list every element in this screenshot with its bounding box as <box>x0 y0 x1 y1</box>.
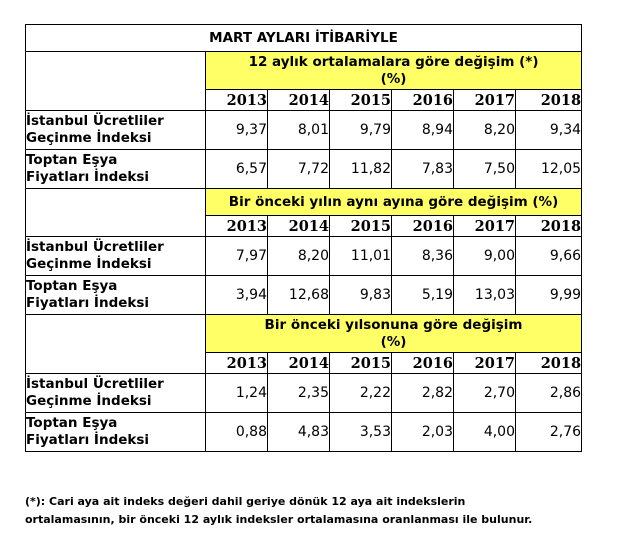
table-cell: 2,35 <box>267 373 330 413</box>
table-cell: 9,37 <box>205 110 268 150</box>
table-row: İstanbul Ücretliler Geçinme İndeksi 1,24… <box>25 373 583 413</box>
table-cell: 9,00 <box>453 236 516 276</box>
year-header: 2014 <box>267 89 330 111</box>
table-row: Toptan Eşya Fiyatları İndeksi 3,94 12,68… <box>25 275 583 315</box>
row-label: İstanbul Ücretliler Geçinme İndeksi <box>25 373 206 413</box>
year-header: 2013 <box>205 215 268 237</box>
table-cell: 4,83 <box>267 412 330 452</box>
table-cell: 8,94 <box>391 110 454 150</box>
index-table: MART AYLARI İTİBARİYLE 12 aylık ortalama… <box>24 24 583 452</box>
table-row: İstanbul Ücretliler Geçinme İndeksi 9,37… <box>25 110 583 150</box>
row-label-line2: Fiyatları İndeksi <box>26 169 150 185</box>
year-header: 2018 <box>514 352 583 374</box>
table-cell: 2,03 <box>391 412 454 452</box>
row-label-line1: Toptan Eşya <box>26 415 118 431</box>
table-cell: 2,76 <box>514 412 583 452</box>
row-label-line1: İstanbul Ücretliler <box>26 113 164 129</box>
section-3-blank-cell <box>25 314 206 374</box>
table-cell: 11,82 <box>329 149 392 189</box>
year-header: 2014 <box>267 215 330 237</box>
row-label-line1: Toptan Eşya <box>26 152 118 168</box>
table-row: Toptan Eşya Fiyatları İndeksi 0,88 4,83 … <box>25 412 583 452</box>
row-label-line2: Fiyatları İndeksi <box>26 432 150 448</box>
table-cell: 9,99 <box>514 275 583 315</box>
year-header: 2016 <box>391 89 454 111</box>
table-cell: 12,68 <box>267 275 330 315</box>
table-cell: 7,97 <box>205 236 268 276</box>
year-header: 2016 <box>391 215 454 237</box>
table-cell: 9,66 <box>514 236 583 276</box>
section-1-header-line2: (%) <box>380 70 407 87</box>
year-header: 2017 <box>453 215 516 237</box>
table-cell: 9,83 <box>329 275 392 315</box>
row-label-line2: Geçinme İndeksi <box>26 130 152 146</box>
row-label-line2: Geçinme İndeksi <box>26 393 152 409</box>
table-cell: 7,72 <box>267 149 330 189</box>
table-cell: 5,19 <box>391 275 454 315</box>
year-header: 2018 <box>514 89 583 111</box>
table-cell: 2,86 <box>514 373 583 413</box>
table-row: İstanbul Ücretliler Geçinme İndeksi 7,97… <box>25 236 583 276</box>
table-cell: 1,24 <box>205 373 268 413</box>
table-cell: 7,83 <box>391 149 454 189</box>
row-label-line2: Fiyatları İndeksi <box>26 295 150 311</box>
year-header: 2015 <box>329 215 392 237</box>
table-cell: 7,50 <box>453 149 516 189</box>
table-cell: 8,20 <box>267 236 330 276</box>
table-cell: 3,53 <box>329 412 392 452</box>
table-cell: 13,03 <box>453 275 516 315</box>
table-cell: 2,22 <box>329 373 392 413</box>
year-header: 2016 <box>391 352 454 374</box>
table-cell: 2,70 <box>453 373 516 413</box>
year-header: 2017 <box>453 352 516 374</box>
year-header: 2014 <box>267 352 330 374</box>
section-3-header-line1: Bir önceki yılsonuna göre değişim <box>264 316 523 333</box>
footnote-line2: ortalamasının, bir önceki 12 aylık indek… <box>25 513 533 526</box>
section-1-blank-cell <box>25 51 206 111</box>
table-cell: 8,36 <box>391 236 454 276</box>
row-label-line1: İstanbul Ücretliler <box>26 376 164 392</box>
section-3-header: Bir önceki yılsonuna göre değişim (%) <box>204 314 583 353</box>
footnote: (*): Cari aya ait indeks değeri dahil ge… <box>25 493 605 529</box>
year-header: 2018 <box>514 215 583 237</box>
table-cell: 12,05 <box>514 149 583 189</box>
table-cell: 2,82 <box>391 373 454 413</box>
row-label-line1: İstanbul Ücretliler <box>26 239 164 255</box>
row-label-line2: Geçinme İndeksi <box>26 256 152 272</box>
row-label: Toptan Eşya Fiyatları İndeksi <box>25 149 206 189</box>
year-header: 2013 <box>205 352 268 374</box>
table-cell: 6,57 <box>205 149 268 189</box>
table-cell: 3,94 <box>205 275 268 315</box>
table-row: Toptan Eşya Fiyatları İndeksi 6,57 7,72 … <box>25 149 583 189</box>
year-header: 2017 <box>453 89 516 111</box>
year-header: 2015 <box>329 89 392 111</box>
table-cell: 4,00 <box>453 412 516 452</box>
section-3-header-line2: (%) <box>380 333 407 350</box>
table-cell: 11,01 <box>329 236 392 276</box>
row-label: İstanbul Ücretliler Geçinme İndeksi <box>25 236 206 276</box>
table-cell: 8,20 <box>453 110 516 150</box>
year-header: 2013 <box>205 89 268 111</box>
row-label: Toptan Eşya Fiyatları İndeksi <box>25 412 206 452</box>
section-2-blank-cell <box>25 188 206 237</box>
row-label: Toptan Eşya Fiyatları İndeksi <box>25 275 206 315</box>
table-cell: 0,88 <box>205 412 268 452</box>
row-label-line1: Toptan Eşya <box>26 278 118 294</box>
section-1-header: 12 aylık ortalamalara göre değişim (*) (… <box>204 51 583 90</box>
table-cell: 9,34 <box>514 110 583 150</box>
table-cell: 8,01 <box>267 110 330 150</box>
row-label: İstanbul Ücretliler Geçinme İndeksi <box>25 110 206 150</box>
year-header: 2015 <box>329 352 392 374</box>
section-2-header: Bir önceki yılın aynı ayına göre değişim… <box>204 188 583 216</box>
footnote-line1: (*): Cari aya ait indeks değeri dahil ge… <box>25 495 466 508</box>
section-1-header-line1: 12 aylık ortalamalara göre değişim (*) <box>248 53 539 70</box>
table-title: MART AYLARI İTİBARİYLE <box>24 24 583 52</box>
table-cell: 9,79 <box>329 110 392 150</box>
